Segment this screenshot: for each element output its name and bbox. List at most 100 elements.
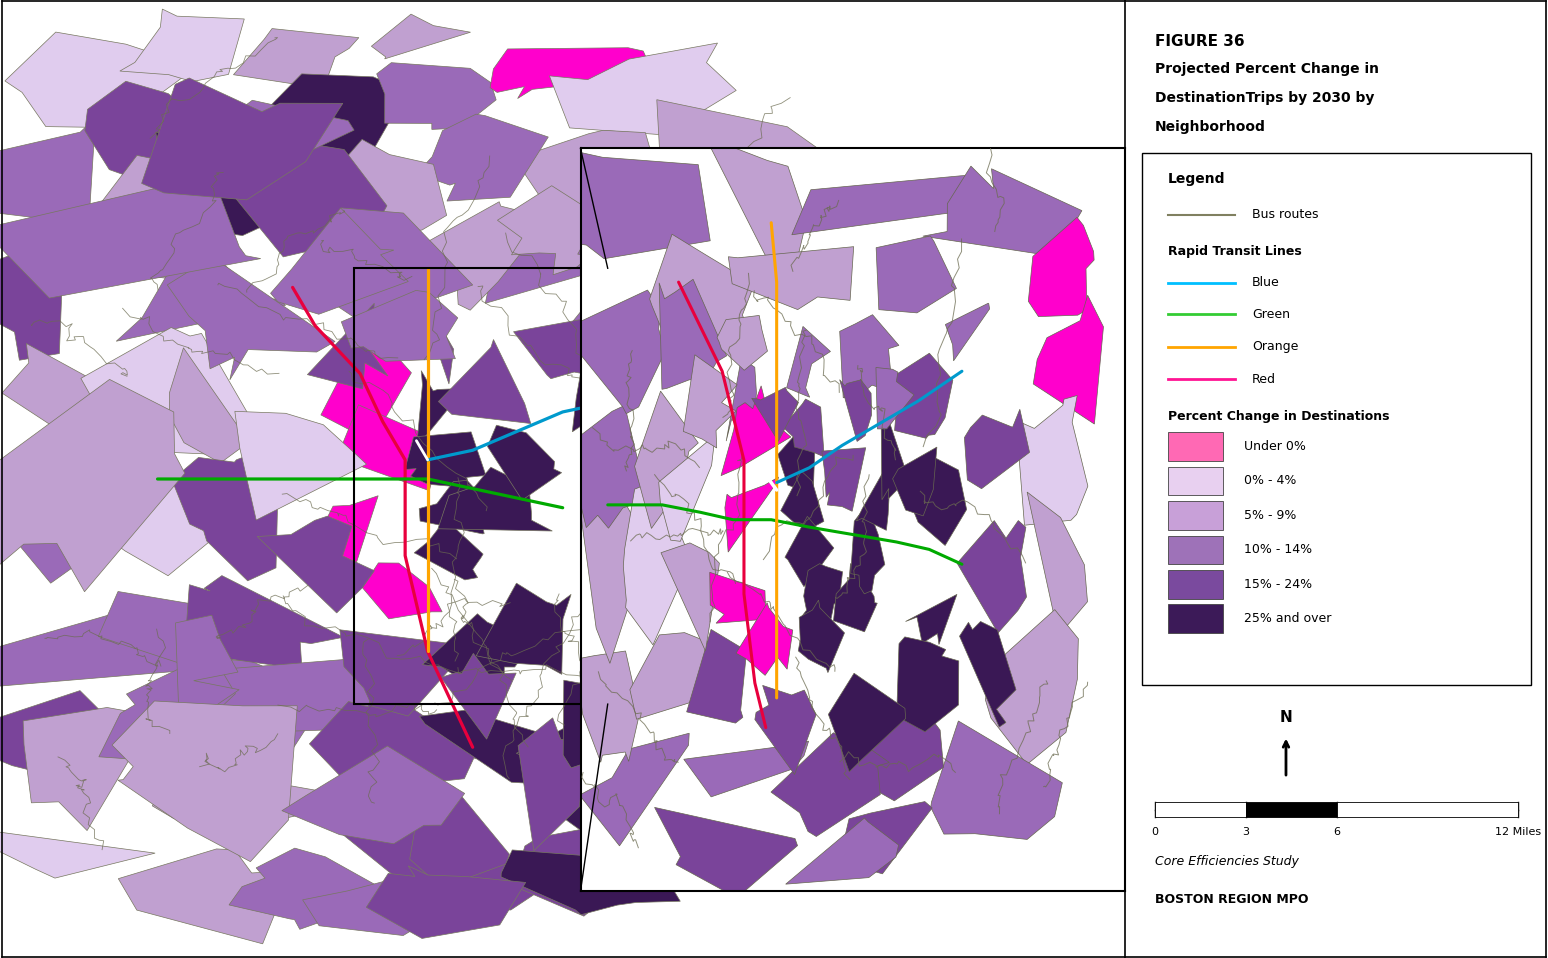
Polygon shape xyxy=(0,233,63,360)
Polygon shape xyxy=(416,114,548,201)
Polygon shape xyxy=(752,387,799,442)
Polygon shape xyxy=(99,591,269,677)
Polygon shape xyxy=(563,675,697,768)
Polygon shape xyxy=(893,447,937,515)
Polygon shape xyxy=(2,344,141,442)
Polygon shape xyxy=(560,290,664,414)
FancyBboxPatch shape xyxy=(1167,467,1223,495)
Polygon shape xyxy=(659,280,726,389)
Polygon shape xyxy=(341,629,471,716)
Polygon shape xyxy=(755,685,816,774)
Polygon shape xyxy=(221,658,412,733)
Polygon shape xyxy=(839,379,872,442)
Polygon shape xyxy=(0,379,184,592)
Polygon shape xyxy=(876,236,957,313)
Polygon shape xyxy=(687,629,746,723)
Polygon shape xyxy=(783,399,824,457)
Polygon shape xyxy=(780,471,824,534)
Polygon shape xyxy=(717,315,768,371)
Polygon shape xyxy=(0,691,115,781)
Text: Green: Green xyxy=(1252,308,1289,321)
Text: Rapid Transit Lines: Rapid Transit Lines xyxy=(1167,245,1302,259)
Polygon shape xyxy=(361,73,519,137)
Text: 3: 3 xyxy=(1243,827,1249,836)
Bar xyxy=(1336,802,1519,817)
Polygon shape xyxy=(833,563,878,632)
Polygon shape xyxy=(475,45,664,97)
Polygon shape xyxy=(515,151,711,259)
FancyBboxPatch shape xyxy=(1167,604,1223,633)
Polygon shape xyxy=(0,604,189,688)
Polygon shape xyxy=(704,326,791,401)
Polygon shape xyxy=(881,397,913,500)
Polygon shape xyxy=(675,724,783,815)
Polygon shape xyxy=(141,78,342,200)
Polygon shape xyxy=(683,354,737,448)
Polygon shape xyxy=(172,444,279,581)
Polygon shape xyxy=(724,477,779,552)
Polygon shape xyxy=(519,718,598,851)
Bar xyxy=(1142,153,1531,685)
Polygon shape xyxy=(580,496,649,663)
Text: 6: 6 xyxy=(1333,827,1341,836)
Polygon shape xyxy=(684,741,808,797)
Text: 5% - 9%: 5% - 9% xyxy=(1243,509,1296,522)
Polygon shape xyxy=(839,802,932,874)
Polygon shape xyxy=(704,137,807,264)
Polygon shape xyxy=(577,207,666,290)
Polygon shape xyxy=(638,702,735,802)
Polygon shape xyxy=(128,79,207,183)
Polygon shape xyxy=(960,622,1015,727)
Polygon shape xyxy=(426,315,454,384)
Text: Red: Red xyxy=(1252,373,1276,386)
Text: 25% and over: 25% and over xyxy=(1243,612,1331,626)
Text: N: N xyxy=(1280,710,1293,725)
Polygon shape xyxy=(986,609,1079,764)
Polygon shape xyxy=(362,563,443,619)
Bar xyxy=(354,268,608,704)
Polygon shape xyxy=(257,516,375,613)
Polygon shape xyxy=(175,615,240,733)
Polygon shape xyxy=(601,168,741,272)
Polygon shape xyxy=(167,257,334,379)
Polygon shape xyxy=(1028,492,1088,633)
Polygon shape xyxy=(116,228,285,341)
FancyBboxPatch shape xyxy=(1167,536,1223,564)
Polygon shape xyxy=(420,710,567,786)
Polygon shape xyxy=(630,632,721,719)
Polygon shape xyxy=(565,405,647,528)
Text: 0: 0 xyxy=(1152,827,1158,836)
Polygon shape xyxy=(635,391,698,529)
Bar xyxy=(1155,802,1246,817)
FancyBboxPatch shape xyxy=(1167,570,1223,599)
Polygon shape xyxy=(218,138,387,257)
Polygon shape xyxy=(1033,295,1104,424)
Text: DestinationTrips by 2030 by: DestinationTrips by 2030 by xyxy=(1155,91,1375,105)
Polygon shape xyxy=(771,733,889,836)
Polygon shape xyxy=(229,848,395,929)
Polygon shape xyxy=(930,721,1062,839)
Polygon shape xyxy=(593,628,667,727)
Polygon shape xyxy=(310,683,481,809)
Polygon shape xyxy=(690,631,803,709)
Polygon shape xyxy=(138,23,241,87)
Polygon shape xyxy=(517,694,642,775)
Polygon shape xyxy=(906,594,957,645)
Polygon shape xyxy=(839,314,899,398)
Polygon shape xyxy=(364,21,446,65)
Polygon shape xyxy=(313,208,472,325)
Polygon shape xyxy=(423,614,533,682)
Polygon shape xyxy=(557,47,743,130)
Polygon shape xyxy=(785,516,834,586)
Text: Legend: Legend xyxy=(1167,172,1224,187)
Bar xyxy=(1246,802,1337,817)
Polygon shape xyxy=(317,495,378,576)
Text: Percent Change in Destinations: Percent Change in Destinations xyxy=(1167,410,1389,423)
Polygon shape xyxy=(486,221,622,304)
Polygon shape xyxy=(80,328,249,454)
Polygon shape xyxy=(851,505,885,594)
Polygon shape xyxy=(512,813,675,916)
Polygon shape xyxy=(876,368,913,429)
Polygon shape xyxy=(884,354,954,439)
Polygon shape xyxy=(655,808,797,900)
